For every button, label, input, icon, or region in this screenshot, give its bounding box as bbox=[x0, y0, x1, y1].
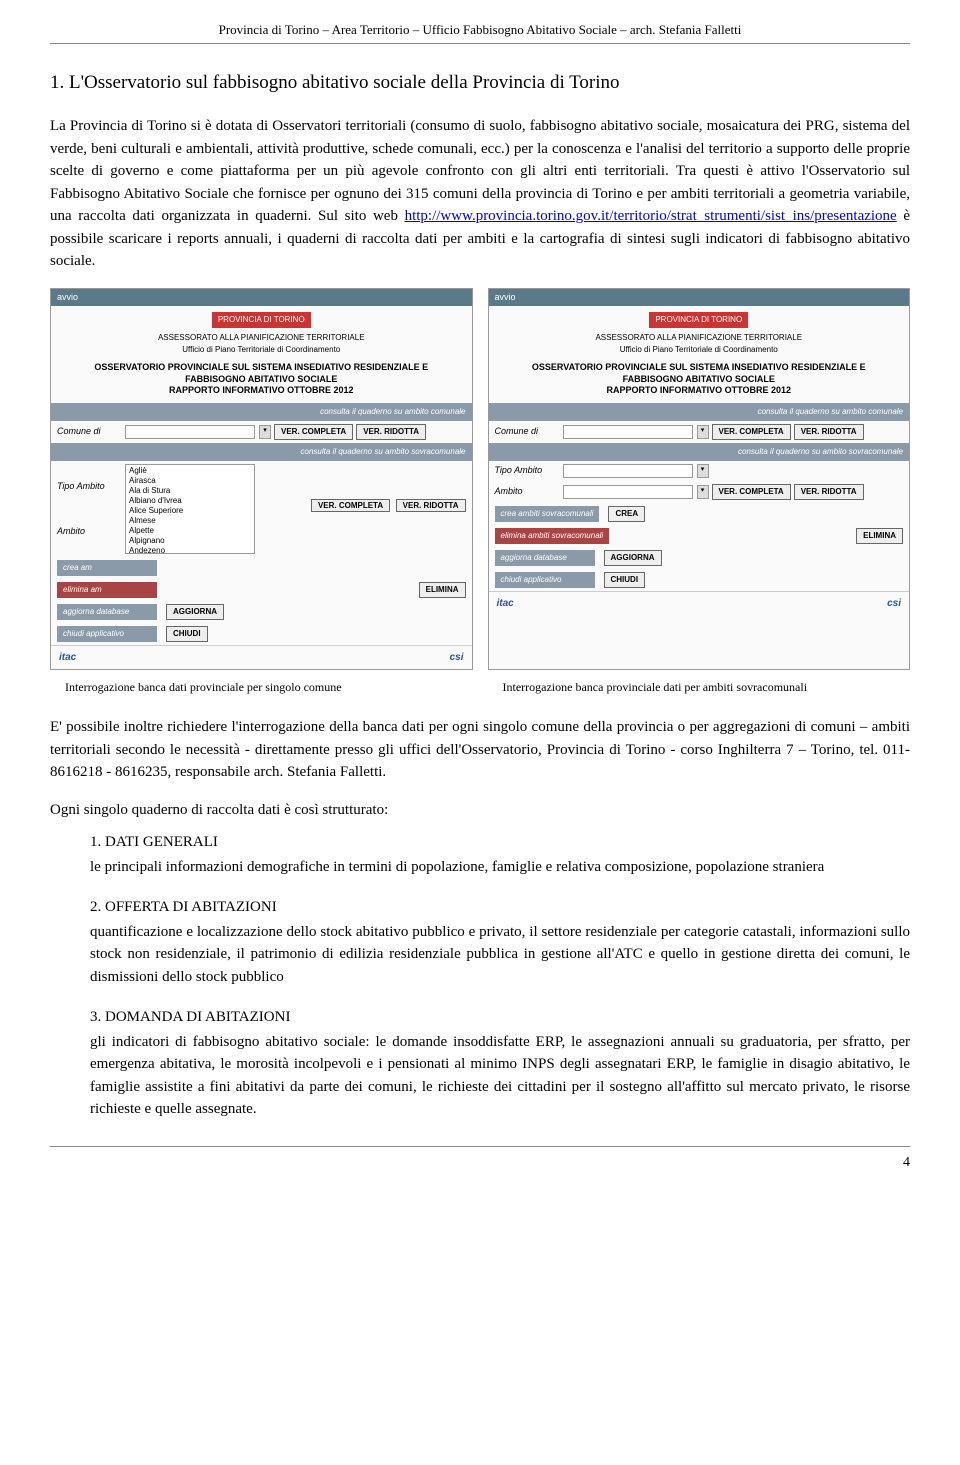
provincia-logo-r: PROVINCIA DI TORINO bbox=[649, 312, 748, 328]
label-ambito: Ambito bbox=[57, 525, 125, 539]
paragraph-2: E' possibile inoltre richiedere l'interr… bbox=[50, 716, 910, 784]
panel-header-r: PROVINCIA DI TORINO ASSESSORATO ALLA PIA… bbox=[489, 306, 910, 403]
row-chiudi: chiudi applicativo CHIUDI bbox=[51, 623, 472, 645]
row-aggiorna-r: aggiorna database AGGIORNA bbox=[489, 547, 910, 569]
paragraph-3: Ogni singolo quaderno di raccolta dati è… bbox=[50, 799, 910, 822]
panel-left: avvio PROVINCIA DI TORINO ASSESSORATO AL… bbox=[50, 288, 473, 671]
list-item-2: 2. OFFERTA DI ABITAZIONI quantificazione… bbox=[90, 896, 910, 988]
label-tipo-r: Tipo Ambito bbox=[495, 464, 563, 478]
screenshots-row: avvio PROVINCIA DI TORINO ASSESSORATO AL… bbox=[50, 288, 910, 671]
btn-ver-completa-r[interactable]: VER. COMPLETA bbox=[712, 424, 791, 440]
caption-right: Interrogazione banca provinciale dati pe… bbox=[488, 678, 911, 696]
row-ambito-r: Ambito ▾ VER. COMPLETA VER. RIDOTTA bbox=[489, 481, 910, 503]
row-listbox: Tipo Ambito Ambito Agliè Airasca Ala di … bbox=[51, 461, 472, 557]
row-elimina-r: elimina ambiti sovracomunali ELIMINA bbox=[489, 525, 910, 547]
logo-csi-r: csi bbox=[887, 596, 901, 611]
label-elimina-r: elimina ambiti sovracomunali bbox=[495, 528, 610, 544]
chevron-down-icon[interactable]: ▾ bbox=[697, 485, 709, 499]
label-comune-r: Comune di bbox=[495, 425, 563, 439]
chevron-down-icon[interactable]: ▾ bbox=[259, 425, 271, 439]
page-header: Provincia di Torino – Area Territorio – … bbox=[50, 20, 910, 44]
row-chiudi-r: chiudi applicativo CHIUDI bbox=[489, 569, 910, 591]
row-comune: Comune di ▾ VER. COMPLETA VER. RIDOTTA bbox=[51, 421, 472, 443]
btn-aggiorna-r[interactable]: AGGIORNA bbox=[604, 550, 662, 566]
list-item-1: 1. DATI GENERALI le principali informazi… bbox=[90, 831, 910, 878]
item-title: OFFERTA DI ABITAZIONI bbox=[105, 899, 277, 915]
consulta-sovra-bar-r: consulta il quaderno su ambito sovracomu… bbox=[489, 443, 910, 461]
item-body: gli indicatori di fabbisogno abitativo s… bbox=[90, 1031, 910, 1121]
panel-footer: itac csi bbox=[51, 645, 472, 669]
row-crea: crea am bbox=[51, 557, 472, 579]
caption-left: Interrogazione banca dati provinciale pe… bbox=[50, 678, 473, 696]
label-chiudi-r: chiudi applicativo bbox=[495, 572, 595, 588]
consulta-comunale-bar: consulta il quaderno su ambito comunale bbox=[51, 403, 472, 421]
provincia-logo: PROVINCIA DI TORINO bbox=[212, 312, 311, 328]
consulta-sovra-bar: consulta il quaderno su ambito sovracomu… bbox=[51, 443, 472, 461]
input-comune-r[interactable] bbox=[563, 425, 693, 439]
row-crea-r: crea ambiti sovracomunali CREA bbox=[489, 503, 910, 525]
row-elimina: elimina am ELIMINA bbox=[51, 579, 472, 601]
consulta-comunale-bar-r: consulta il quaderno su ambito comunale bbox=[489, 403, 910, 421]
page-number: 4 bbox=[903, 1155, 910, 1170]
numbered-list: 1. DATI GENERALI le principali informazi… bbox=[50, 831, 910, 1121]
item-number: 1. bbox=[90, 834, 101, 850]
row-tipo-r: Tipo Ambito ▾ bbox=[489, 461, 910, 481]
label-aggiorna: aggiorna database bbox=[57, 604, 157, 620]
logo-itac-r: itac bbox=[497, 596, 514, 611]
label-comune: Comune di bbox=[57, 425, 125, 439]
label-crea: crea am bbox=[57, 560, 157, 576]
page-footer: 4 bbox=[50, 1146, 910, 1173]
panel-header: PROVINCIA DI TORINO ASSESSORATO ALLA PIA… bbox=[51, 306, 472, 403]
item-number: 3. bbox=[90, 1009, 101, 1025]
panel-footer-r: itac csi bbox=[489, 591, 910, 615]
panel-right: avvio PROVINCIA DI TORINO ASSESSORATO AL… bbox=[488, 288, 911, 671]
label-aggiorna-r: aggiorna database bbox=[495, 550, 595, 566]
label-crea-r: crea ambiti sovracomunali bbox=[495, 506, 600, 522]
btn-ver-ridotta[interactable]: VER. RIDOTTA bbox=[356, 424, 426, 440]
btn-elimina[interactable]: ELIMINA bbox=[419, 582, 466, 598]
section-title: 1. L'Osservatorio sul fabbisogno abitati… bbox=[50, 69, 910, 98]
btn-ver-completa-r2[interactable]: VER. COMPLETA bbox=[712, 484, 791, 500]
label-ambito-r: Ambito bbox=[495, 485, 563, 499]
panel-avvio-bar: avvio bbox=[51, 289, 472, 307]
btn-ver-completa[interactable]: VER. COMPLETA bbox=[274, 424, 353, 440]
item-body: quantificazione e localizzazione dello s… bbox=[90, 921, 910, 989]
captions-row: Interrogazione banca dati provinciale pe… bbox=[50, 678, 910, 696]
list-item-3: 3. DOMANDA DI ABITAZIONI gli indicatori … bbox=[90, 1006, 910, 1121]
input-comune[interactable] bbox=[125, 425, 255, 439]
row-comune-r: Comune di ▾ VER. COMPLETA VER. RIDOTTA bbox=[489, 421, 910, 443]
btn-chiudi-r[interactable]: CHIUDI bbox=[604, 572, 646, 588]
row-aggiorna: aggiorna database AGGIORNA bbox=[51, 601, 472, 623]
item-title: DATI GENERALI bbox=[105, 834, 218, 850]
input-ambito-r[interactable] bbox=[563, 485, 693, 499]
input-tipo-r[interactable] bbox=[563, 464, 693, 478]
panel-subheader-r: ASSESSORATO ALLA PIANIFICAZIONE TERRITOR… bbox=[495, 332, 904, 356]
panel-subheader: ASSESSORATO ALLA PIANIFICAZIONE TERRITOR… bbox=[57, 332, 466, 356]
chevron-down-icon[interactable]: ▾ bbox=[697, 425, 709, 439]
label-tipo-ambito: Tipo Ambito bbox=[57, 480, 125, 494]
btn-ver-ridotta-r[interactable]: VER. RIDOTTA bbox=[794, 424, 864, 440]
panel-avvio-bar-r: avvio bbox=[489, 289, 910, 307]
item-body: le principali informazioni demografiche … bbox=[90, 856, 910, 879]
btn-ver-ridotta-r2[interactable]: VER. RIDOTTA bbox=[794, 484, 864, 500]
paragraph-intro: La Provincia di Torino si è dotata di Os… bbox=[50, 115, 910, 273]
item-number: 2. bbox=[90, 899, 101, 915]
label-elimina: elimina am bbox=[57, 582, 157, 598]
btn-ver-ridotta-2[interactable]: VER. RIDOTTA bbox=[396, 499, 466, 512]
link-provincia[interactable]: http://www.provincia.torino.gov.it/terri… bbox=[405, 208, 897, 224]
label-chiudi: chiudi applicativo bbox=[57, 626, 157, 642]
btn-aggiorna[interactable]: AGGIORNA bbox=[166, 604, 224, 620]
btn-crea-r[interactable]: CREA bbox=[608, 506, 645, 522]
btn-chiudi[interactable]: CHIUDI bbox=[166, 626, 208, 642]
logo-csi: csi bbox=[450, 650, 464, 665]
logo-itac: itac bbox=[59, 650, 76, 665]
btn-ver-completa-2[interactable]: VER. COMPLETA bbox=[311, 499, 390, 512]
chevron-down-icon[interactable]: ▾ bbox=[697, 464, 709, 478]
panel-title-r: OSSERVATORIO PROVINCIALE SUL SISTEMA INS… bbox=[495, 362, 904, 397]
listbox-comuni[interactable]: Agliè Airasca Ala di Stura Albiano d'Ivr… bbox=[125, 464, 255, 554]
btn-elimina-r[interactable]: ELIMINA bbox=[856, 528, 903, 544]
panel-title: OSSERVATORIO PROVINCIALE SUL SISTEMA INS… bbox=[57, 362, 466, 397]
item-title: DOMANDA DI ABITAZIONI bbox=[105, 1009, 290, 1025]
